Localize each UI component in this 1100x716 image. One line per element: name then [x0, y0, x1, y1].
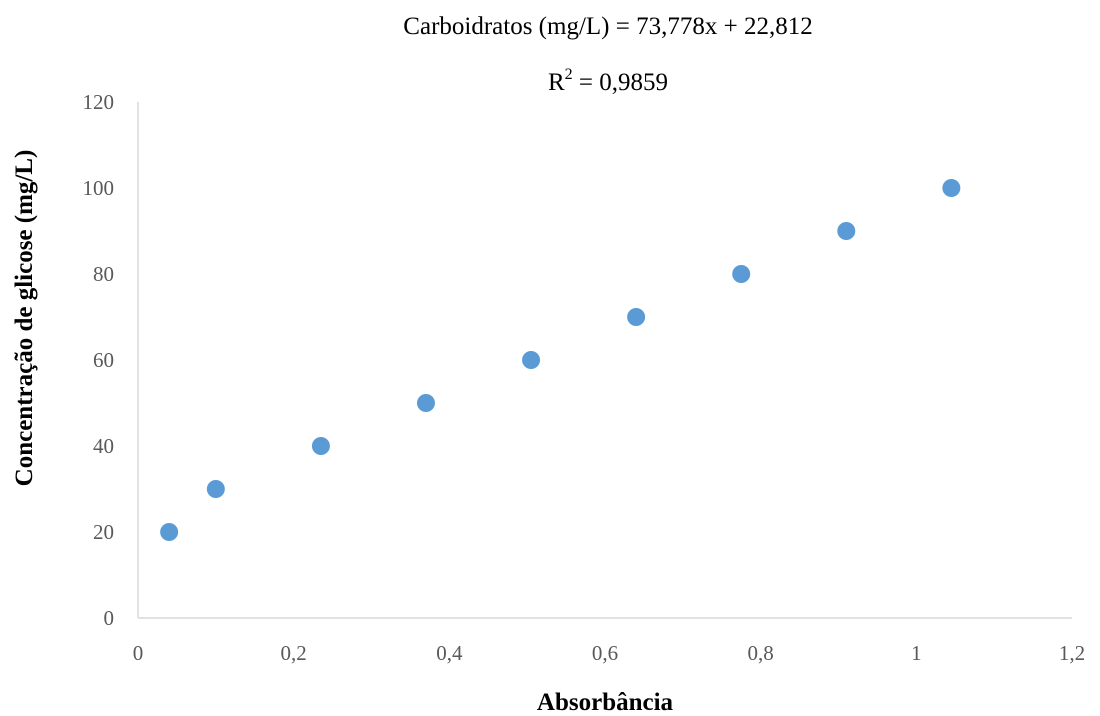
data-point — [942, 179, 961, 197]
y-axis-title: Concentração de glicose (mg/L) — [11, 150, 38, 487]
data-point — [837, 222, 856, 240]
y-tick-label: 40 — [93, 434, 114, 458]
r-squared-superscript: 2 — [565, 66, 573, 83]
y-tick-label: 120 — [83, 90, 115, 114]
r-squared-label: R2 = 0,9859 — [548, 66, 668, 96]
x-tick-label: 1,2 — [1059, 641, 1085, 665]
y-tick-label: 0 — [104, 606, 115, 630]
x-tick-label: 1 — [911, 641, 922, 665]
axes — [137, 102, 1072, 619]
data-point — [416, 394, 435, 412]
x-tick-label: 0,2 — [281, 641, 307, 665]
r-squared-value: = 0,9859 — [573, 69, 668, 96]
data-points — [160, 179, 961, 541]
data-point — [522, 351, 541, 369]
data-point — [160, 523, 179, 541]
x-tick-labels: 0 0,2 0,4 0,6 0,8 1 1,2 — [133, 641, 1085, 665]
r-squared-letter: R — [548, 69, 565, 96]
data-point — [206, 480, 225, 498]
y-tick-label: 20 — [93, 520, 114, 544]
y-tick-label: 60 — [93, 348, 114, 372]
x-tick-label: 0,6 — [592, 641, 618, 665]
data-point — [732, 265, 751, 283]
x-tick-label: 0,8 — [748, 641, 774, 665]
x-tick-label: 0,4 — [436, 641, 463, 665]
trendline-equation: Carboidratos (mg/L) = 73,778x + 22,812 — [403, 13, 812, 40]
data-point — [627, 308, 646, 326]
y-tick-label: 80 — [93, 262, 114, 286]
x-axis-title: Absorbância — [537, 689, 674, 716]
x-tick-label: 0 — [133, 641, 144, 665]
data-point — [311, 437, 330, 455]
y-tick-labels: 0 20 40 60 80 100 120 — [83, 90, 115, 630]
y-tick-label: 100 — [83, 176, 115, 200]
